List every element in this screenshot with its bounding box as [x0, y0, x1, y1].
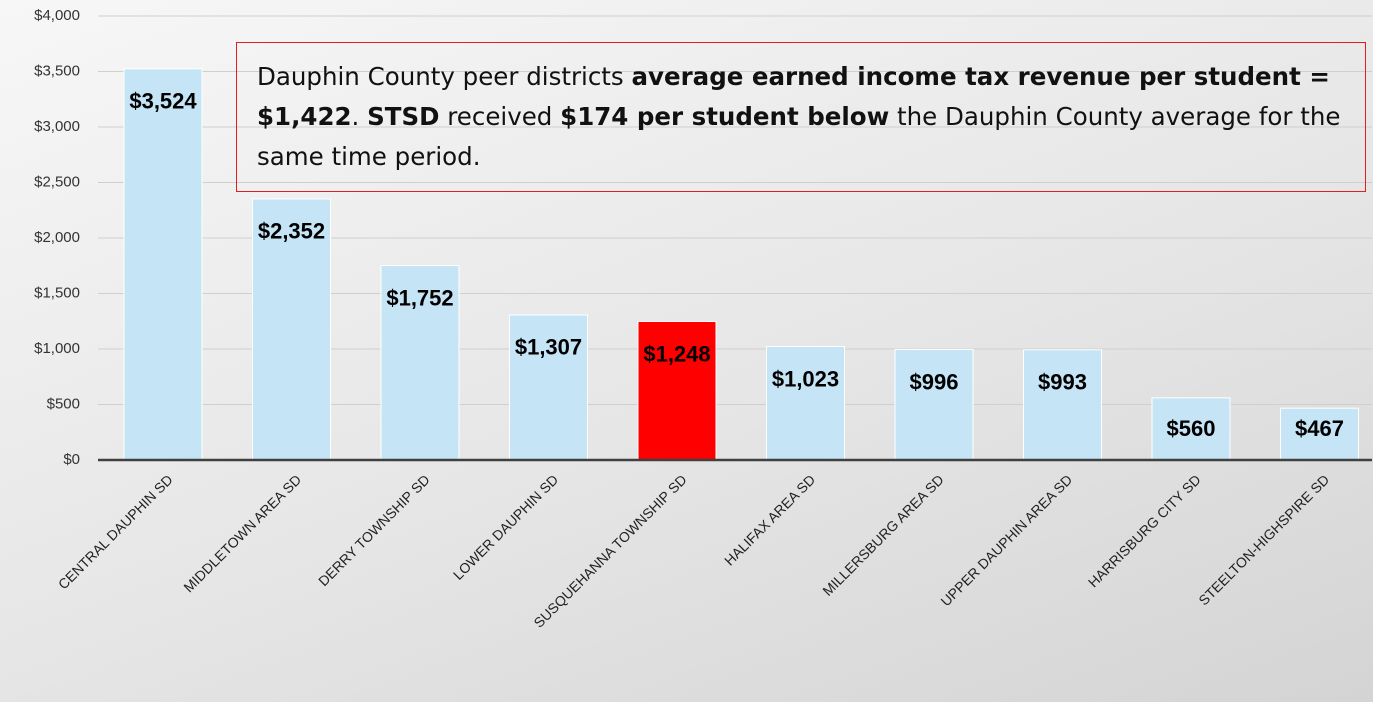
annotation: Dauphin County peer districts average ea… [236, 42, 1366, 192]
annotation-text: the Dauphin County average for the same … [257, 102, 1341, 171]
value-label: $993 [1038, 370, 1087, 395]
bar [766, 345, 845, 461]
bar [1151, 397, 1231, 461]
bar [509, 314, 588, 461]
annotation-text: received [439, 102, 561, 131]
value-label: $1,752 [386, 285, 453, 310]
x-tick-label: HARRISBURG CITY SD [1085, 471, 1204, 590]
y-tick-label: $1,500 [34, 284, 80, 301]
value-label: $1,023 [772, 366, 839, 391]
x-tick-label: MILLERSBURG AREA SD [819, 471, 946, 598]
y-tick-label: $2,500 [34, 173, 80, 190]
value-label: $467 [1295, 416, 1344, 441]
annotation-text: average earned income tax revenue per st… [257, 62, 1330, 131]
bar [380, 265, 460, 461]
bar [1023, 349, 1102, 461]
bar [123, 68, 203, 461]
value-label: $1,248 [643, 341, 710, 366]
value-label: $2,352 [258, 219, 325, 244]
x-tick-label: HALIFAX AREA SD [721, 471, 818, 568]
x-tick-label: UPPER DAUPHIN AREA SD [937, 471, 1075, 609]
y-tick-label: $500 [47, 395, 80, 412]
y-tick-label: $0 [63, 451, 80, 468]
value-label: $1,307 [515, 335, 582, 360]
annotation-text: STSD [367, 102, 440, 131]
y-tick-label: $4,000 [34, 7, 80, 24]
x-tick-label: MIDDLETOWN AREA SD [180, 471, 304, 595]
value-label: $3,524 [129, 89, 197, 114]
value-label: $560 [1167, 416, 1216, 441]
x-tick-label: CENTRAL DAUPHIN SD [55, 471, 176, 592]
annotation-text: Dauphin County peer districts [257, 62, 632, 91]
y-tick-label: $3,000 [34, 118, 80, 135]
y-tick-label: $3,500 [34, 62, 80, 79]
x-tick-label: SUSQUEHANNA TOWNSHIP SD [530, 471, 689, 630]
y-tick-label: $2,000 [34, 229, 80, 246]
annotation-text: . [351, 102, 368, 131]
x-tick-label: DERRY TOWNSHIP SD [315, 471, 433, 589]
value-label: $996 [910, 369, 959, 394]
bar [252, 198, 331, 461]
x-tick-label: STEELTON-HIGHSPIRE SD [1195, 471, 1332, 608]
bar [1280, 407, 1359, 461]
x-tick-label: LOWER DAUPHIN SD [450, 471, 561, 582]
bar [894, 348, 974, 461]
bar [637, 320, 717, 461]
y-tick-label: $1,000 [34, 340, 80, 357]
annotation-text: $174 per student below [560, 102, 890, 131]
